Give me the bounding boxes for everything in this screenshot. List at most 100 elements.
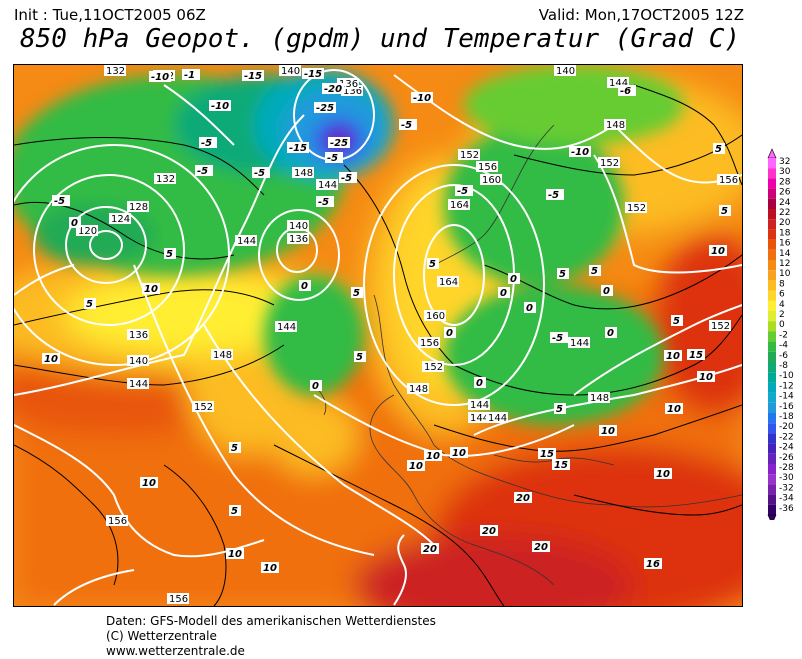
- geopotential-label: 152: [709, 320, 731, 332]
- valid-time: Valid: Mon,17OCT2005 12Z: [538, 6, 744, 24]
- svg-text:152: 152: [424, 362, 443, 373]
- geopotential-label: 148: [211, 349, 233, 361]
- legend-swatch: [768, 270, 776, 281]
- footer-url[interactable]: www.wetterzentrale.de: [106, 644, 245, 658]
- legend-label: -22: [779, 432, 794, 442]
- svg-text:-10: -10: [151, 72, 169, 83]
- svg-text:160: 160: [482, 175, 501, 186]
- legend-swatch: [768, 331, 776, 342]
- svg-text:136: 136: [339, 79, 358, 90]
- svg-text:-5: -5: [327, 153, 338, 164]
- legend-swatch: [768, 484, 776, 495]
- legend-swatch: [768, 239, 776, 250]
- legend-label: -4: [779, 341, 788, 351]
- legend-label: -16: [779, 402, 794, 412]
- svg-text:10: 10: [44, 354, 58, 365]
- svg-text:144: 144: [129, 379, 148, 390]
- temperature-label: -10: [209, 100, 231, 112]
- legend-label: 8: [779, 279, 785, 289]
- legend-label: -34: [779, 494, 794, 504]
- svg-text:136: 136: [289, 234, 308, 245]
- legend-arrow-down: [767, 514, 777, 525]
- temperature-label: 0: [310, 380, 322, 392]
- svg-text:148: 148: [294, 168, 313, 179]
- legend-label: 26: [779, 188, 791, 198]
- svg-text:120: 120: [78, 226, 97, 237]
- temperature-label: 5: [84, 298, 96, 310]
- svg-text:5: 5: [556, 404, 563, 415]
- temperature-label: 10: [709, 245, 727, 257]
- legend-label: 28: [779, 177, 791, 187]
- legend-label: 0: [779, 320, 785, 330]
- legend-swatch: [768, 178, 776, 189]
- svg-text:10: 10: [452, 448, 466, 459]
- geopotential-label: 148: [588, 392, 610, 404]
- geopotential-label: 164: [437, 276, 459, 288]
- legend-label: 12: [779, 259, 790, 269]
- geopotential-label: 144: [468, 412, 490, 424]
- svg-text:5: 5: [231, 443, 238, 454]
- temperature-label: 5: [427, 258, 439, 270]
- legend-swatch: [768, 362, 776, 373]
- svg-text:140: 140: [289, 221, 308, 232]
- legend-label: -14: [779, 392, 794, 402]
- svg-text:144: 144: [488, 413, 507, 424]
- svg-text:152: 152: [460, 150, 479, 161]
- svg-text:156: 156: [719, 175, 738, 186]
- legend-swatch: [768, 433, 776, 444]
- geopotential-label: 144: [316, 179, 338, 191]
- coastlines: [313, 124, 742, 586]
- geopotential-label: 148: [604, 119, 626, 131]
- temperature-label: 5: [351, 287, 363, 299]
- geopotential-label: 140: [127, 355, 149, 367]
- svg-text:152: 152: [194, 402, 213, 413]
- svg-text:156: 156: [420, 338, 439, 349]
- legend-label: 16: [779, 239, 791, 249]
- legend-label: 24: [779, 198, 791, 208]
- svg-text:144: 144: [570, 338, 589, 349]
- legend-swatch: [768, 260, 776, 271]
- svg-text:152: 152: [600, 158, 619, 169]
- geopotential-label: 128: [127, 201, 149, 213]
- svg-text:0: 0: [312, 381, 319, 392]
- svg-text:20: 20: [516, 493, 530, 504]
- geopotential-label: 120: [76, 225, 98, 237]
- legend-swatch: [768, 453, 776, 464]
- geopotential-label: 164: [448, 199, 470, 211]
- legend-svg: 32302826242220181614121086420-2-4-6-8-10…: [767, 148, 794, 525]
- temperature-label: 20: [532, 541, 550, 553]
- temperature-label: 10: [450, 447, 468, 459]
- temperature-label: 5: [229, 442, 241, 454]
- svg-text:5: 5: [353, 288, 360, 299]
- temperature-label: -15: [287, 142, 309, 154]
- svg-text:-5: -5: [552, 333, 563, 344]
- legend-swatch: [768, 341, 776, 352]
- legend-swatch: [768, 311, 776, 322]
- svg-text:156: 156: [108, 516, 127, 527]
- geopotential-label: 156: [106, 515, 128, 527]
- temperature-label: 0: [508, 273, 520, 285]
- legend-swatch: [768, 372, 776, 383]
- temperature-label: 5: [589, 265, 601, 277]
- svg-text:144: 144: [318, 180, 337, 191]
- svg-text:-5: -5: [254, 168, 265, 179]
- temperature-label: 5: [671, 315, 683, 327]
- geopotential-label: 132: [154, 173, 176, 185]
- svg-text:148: 148: [606, 120, 625, 131]
- geopotential-label: 140: [554, 65, 576, 77]
- svg-text:132: 132: [106, 66, 125, 77]
- svg-text:10: 10: [228, 549, 242, 560]
- svg-text:10: 10: [263, 563, 277, 574]
- svg-text:0: 0: [476, 378, 483, 389]
- legend-swatch: [768, 392, 776, 403]
- svg-text:-10: -10: [413, 93, 431, 104]
- temperature-field: [14, 65, 742, 606]
- svg-text:10: 10: [426, 451, 440, 462]
- legend-label: 30: [779, 167, 791, 177]
- svg-text:140: 140: [129, 356, 148, 367]
- svg-text:5: 5: [231, 506, 238, 517]
- legend-swatch: [768, 219, 776, 230]
- svg-text:0: 0: [446, 328, 453, 339]
- temperature-label: 10: [654, 468, 672, 480]
- geopotential-label: 152: [458, 149, 480, 161]
